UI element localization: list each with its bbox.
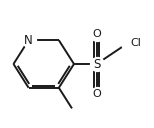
Text: N: N	[24, 34, 33, 47]
Text: O: O	[92, 89, 101, 99]
Text: S: S	[93, 57, 100, 71]
Text: Cl: Cl	[130, 38, 141, 48]
Text: O: O	[92, 29, 101, 39]
